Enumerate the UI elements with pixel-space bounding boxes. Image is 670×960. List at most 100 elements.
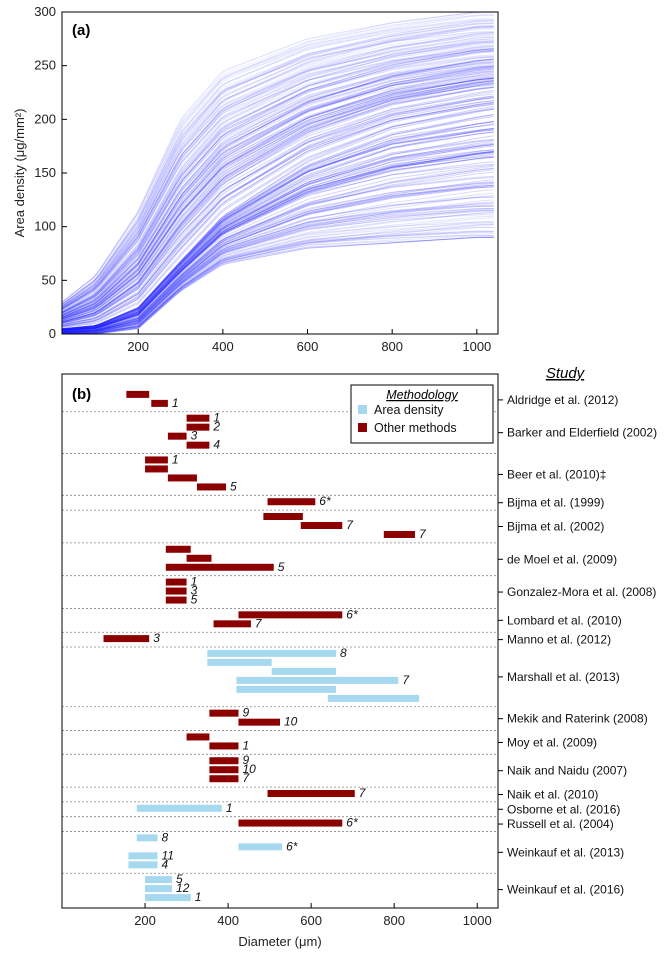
- area-density-curve: [62, 234, 494, 334]
- study-note: 3: [191, 429, 198, 443]
- area-density-curve: [62, 226, 494, 334]
- study-range-bar: [186, 423, 210, 431]
- area-density-curve: [62, 201, 494, 334]
- area-density-curve: [62, 223, 494, 334]
- study-range-bar: [167, 432, 187, 440]
- legend-swatch-other-methods: [358, 423, 367, 432]
- study-label: Bijma et al. (2002): [507, 520, 604, 534]
- area-density-curve: [62, 210, 494, 333]
- study-range-bar: [238, 843, 283, 851]
- study-range-bar: [186, 414, 210, 422]
- area-density-curve: [62, 22, 494, 307]
- area-density-curve: [62, 202, 494, 334]
- area-density-curve: [62, 66, 494, 316]
- panel-a-x-tick-label: 200: [127, 339, 149, 354]
- area-density-curve: [62, 66, 494, 318]
- area-density-curve: [62, 124, 494, 330]
- study-note: 6*: [346, 816, 358, 830]
- study-label: Lombard et al. (2010): [507, 613, 622, 627]
- area-density-curve: [62, 181, 494, 333]
- study-note: 12: [176, 881, 190, 895]
- area-density-curve: [62, 12, 494, 305]
- area-density-curve: [62, 67, 494, 319]
- area-density-curve: [62, 179, 494, 333]
- area-density-curve: [62, 19, 494, 303]
- area-density-curve: [62, 27, 494, 309]
- study-range-bar: [145, 876, 173, 884]
- area-density-curve: [62, 168, 494, 332]
- area-density-curve: [62, 186, 494, 332]
- study-range-bar: [209, 775, 239, 783]
- area-density-curve: [62, 58, 494, 316]
- area-density-curve: [62, 101, 494, 327]
- study-axis-title: Study: [546, 365, 586, 382]
- study-note: 1: [226, 801, 233, 815]
- area-density-curve: [62, 165, 494, 332]
- panel-b-x-axis-label: Diameter (μm): [238, 934, 321, 949]
- area-density-curve: [62, 65, 494, 314]
- study-range-bar: [151, 399, 168, 407]
- study-label: Aldridge et al. (2012): [507, 393, 618, 407]
- area-density-curve: [62, 234, 494, 334]
- study-range-bar: [327, 694, 420, 702]
- area-density-curve: [62, 150, 494, 332]
- area-density-curve: [62, 135, 494, 331]
- area-density-curve: [62, 96, 494, 327]
- area-density-curve: [62, 221, 494, 334]
- panel-b-frame: [61, 373, 499, 909]
- area-density-curve: [62, 224, 494, 334]
- area-density-curve: [62, 39, 494, 311]
- panel-a-y-tick-label: 100: [34, 219, 56, 234]
- area-density-curve: [62, 143, 494, 331]
- area-density-curve: [62, 77, 494, 318]
- study-note: 1: [172, 452, 179, 466]
- study-range-bar: [126, 390, 150, 398]
- study-range-bar: [238, 718, 280, 726]
- area-density-curve: [62, 236, 494, 334]
- area-density-curve: [62, 196, 494, 333]
- area-density-curve: [62, 195, 494, 334]
- study-range-bar: [145, 885, 173, 893]
- area-density-curve: [62, 151, 494, 331]
- area-density-curve: [62, 12, 494, 303]
- area-density-curve: [62, 230, 494, 334]
- study-range-bar: [186, 554, 212, 562]
- area-density-curve: [62, 77, 494, 319]
- area-density-curve: [62, 26, 494, 308]
- area-density-curve: [62, 100, 494, 326]
- area-density-curve: [62, 82, 494, 320]
- area-density-curve: [62, 156, 494, 331]
- area-density-curve: [62, 36, 494, 310]
- study-range-bar: [207, 649, 337, 657]
- area-density-curve: [62, 32, 494, 308]
- area-density-curve: [62, 97, 494, 324]
- area-density-curve: [62, 103, 494, 327]
- area-density-curve: [62, 167, 494, 332]
- area-density-curve: [62, 208, 494, 333]
- area-density-curve: [62, 48, 494, 313]
- area-density-curve: [62, 236, 494, 334]
- area-density-curve: [62, 152, 494, 331]
- area-density-curve: [62, 66, 494, 319]
- study-note: 10: [284, 715, 298, 729]
- area-density-curve: [62, 114, 494, 330]
- study-label: de Moel et al. (2009): [507, 552, 617, 566]
- study-note: 8: [340, 646, 347, 660]
- area-density-curve: [62, 86, 494, 324]
- area-density-curve: [62, 22, 494, 303]
- area-density-curve: [62, 61, 494, 314]
- study-label: Osborne et al. (2016): [507, 802, 620, 816]
- area-density-curve: [62, 67, 494, 318]
- study-range-bar: [209, 757, 239, 765]
- area-density-curve: [62, 45, 494, 314]
- panel-a-x-tick-label: 600: [297, 339, 319, 354]
- area-density-curve: [62, 12, 494, 303]
- legend-title: Methodology: [386, 388, 458, 402]
- area-density-curve: [62, 49, 494, 310]
- area-density-curve: [62, 50, 494, 314]
- area-density-curve: [62, 154, 494, 331]
- area-density-curve: [62, 212, 494, 334]
- area-density-curve: [62, 138, 494, 330]
- area-density-curve: [62, 144, 494, 331]
